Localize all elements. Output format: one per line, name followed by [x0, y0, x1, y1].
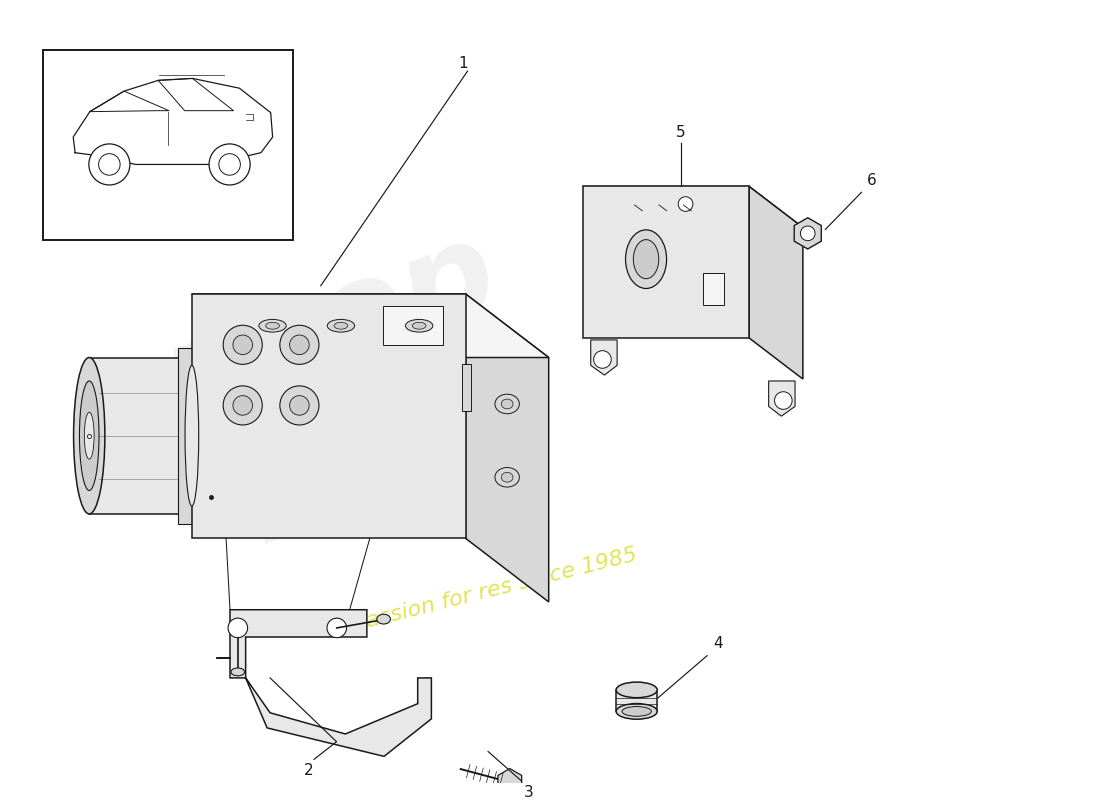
Ellipse shape — [502, 472, 513, 482]
Ellipse shape — [502, 399, 513, 409]
Ellipse shape — [377, 614, 390, 624]
Ellipse shape — [266, 322, 279, 329]
Circle shape — [774, 392, 792, 410]
Text: 3: 3 — [525, 785, 533, 800]
Ellipse shape — [621, 706, 651, 716]
Bar — [43, 50, 293, 240]
Circle shape — [89, 144, 130, 185]
Circle shape — [219, 154, 241, 175]
Text: 1: 1 — [458, 56, 468, 71]
Ellipse shape — [626, 230, 667, 289]
Ellipse shape — [185, 366, 199, 506]
Circle shape — [228, 618, 248, 638]
Circle shape — [289, 335, 309, 354]
Bar — [383, 306, 443, 345]
Polygon shape — [191, 294, 549, 358]
Polygon shape — [89, 358, 191, 514]
Text: 6: 6 — [867, 174, 877, 188]
Circle shape — [223, 386, 262, 425]
Ellipse shape — [258, 319, 286, 332]
Text: europ: europ — [64, 209, 515, 477]
Ellipse shape — [328, 319, 354, 332]
Ellipse shape — [74, 358, 104, 514]
Polygon shape — [583, 186, 749, 338]
Bar — [462, 364, 472, 411]
Circle shape — [594, 350, 612, 368]
Polygon shape — [794, 218, 822, 249]
Circle shape — [279, 326, 319, 364]
Polygon shape — [616, 690, 657, 711]
Ellipse shape — [495, 467, 519, 487]
Circle shape — [233, 335, 253, 354]
Circle shape — [209, 144, 250, 185]
Circle shape — [327, 618, 346, 638]
Ellipse shape — [406, 319, 432, 332]
Ellipse shape — [85, 412, 95, 459]
Ellipse shape — [231, 668, 244, 676]
Circle shape — [99, 154, 120, 175]
Polygon shape — [769, 381, 795, 416]
Circle shape — [289, 396, 309, 415]
Polygon shape — [217, 610, 431, 756]
Text: a passion for res since 1985: a passion for res since 1985 — [331, 545, 640, 640]
Polygon shape — [191, 294, 465, 538]
Polygon shape — [498, 769, 521, 796]
Circle shape — [801, 226, 815, 241]
Polygon shape — [583, 186, 803, 227]
Polygon shape — [465, 294, 549, 602]
Ellipse shape — [412, 322, 426, 329]
Text: 2: 2 — [305, 763, 314, 778]
Ellipse shape — [616, 682, 657, 698]
Ellipse shape — [634, 240, 659, 278]
Polygon shape — [591, 340, 617, 375]
Circle shape — [279, 386, 319, 425]
Ellipse shape — [495, 394, 519, 414]
Bar — [703, 274, 724, 305]
Circle shape — [233, 396, 253, 415]
Text: 4: 4 — [713, 636, 723, 650]
Polygon shape — [749, 186, 803, 379]
Circle shape — [223, 326, 262, 364]
Text: res: res — [227, 370, 490, 570]
Ellipse shape — [334, 322, 348, 329]
Polygon shape — [672, 188, 700, 220]
Text: 5: 5 — [675, 125, 685, 139]
Circle shape — [679, 197, 693, 211]
Ellipse shape — [616, 703, 657, 719]
Bar — [178, 348, 196, 524]
Ellipse shape — [79, 381, 99, 490]
